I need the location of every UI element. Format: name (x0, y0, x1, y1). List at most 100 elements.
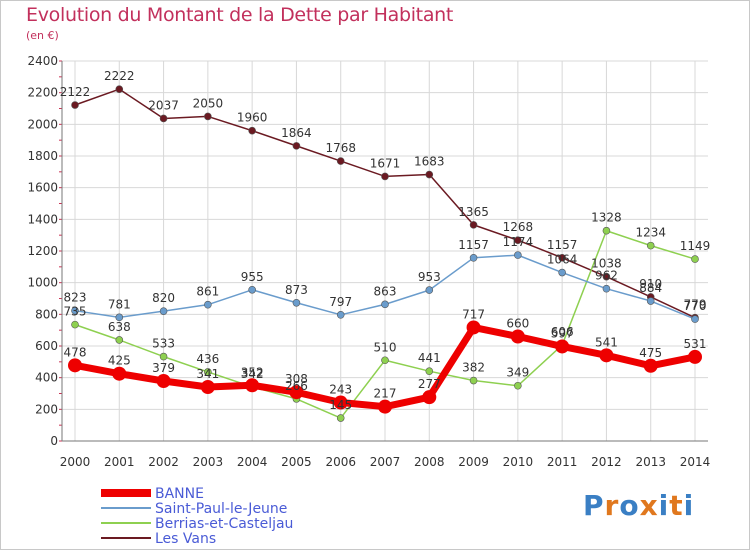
data-label: 962 (595, 269, 618, 283)
data-label: 779 (684, 298, 707, 312)
data-point (159, 352, 168, 361)
data-point (381, 172, 389, 181)
data-point (115, 85, 124, 93)
data-point (336, 414, 345, 422)
data-point (422, 390, 437, 405)
data-label: 341 (196, 367, 219, 381)
data-point (156, 373, 171, 388)
chart-title: Evolution du Montant de la Dette par Hab… (26, 4, 454, 26)
data-point (514, 381, 522, 390)
data-label: 910 (639, 277, 662, 291)
data-label: 342 (241, 367, 264, 381)
data-label: 308 (285, 372, 308, 386)
data-label: 1234 (635, 226, 666, 240)
data-label: 735 (64, 305, 87, 319)
legend-label: Les Vans (155, 531, 216, 547)
data-point (555, 339, 570, 354)
data-label: 1149 (680, 239, 711, 253)
data-point (558, 254, 566, 262)
data-label: 638 (108, 320, 131, 334)
data-point (381, 356, 389, 365)
data-label: 277 (418, 377, 441, 391)
x-tick-label: 2010 (503, 455, 534, 469)
data-point (425, 286, 434, 294)
data-label: 217 (374, 387, 397, 401)
data-point (204, 112, 212, 121)
data-label: 1864 (281, 126, 312, 140)
y-tick-label: 2000 (27, 117, 58, 131)
data-label: 1064 (547, 253, 578, 267)
data-label: 1268 (503, 220, 534, 234)
data-point (514, 251, 522, 259)
data-label: 478 (64, 345, 87, 359)
data-point (469, 254, 478, 262)
y-tick-label: 800 (35, 307, 58, 321)
data-point (115, 313, 124, 322)
y-tick-label: 1000 (27, 276, 58, 290)
data-point (381, 300, 389, 309)
data-point (333, 395, 348, 410)
data-point (292, 298, 301, 307)
legend-label: BANNE (155, 486, 204, 502)
logo-letter: t (669, 489, 684, 522)
data-point (336, 157, 345, 165)
data-point (643, 358, 658, 373)
data-point (510, 329, 525, 344)
data-point (425, 367, 434, 375)
data-label: 243 (329, 383, 352, 397)
data-label: 873 (285, 283, 308, 297)
y-tick-label: 1600 (27, 181, 58, 195)
data-label: 2222 (104, 69, 135, 83)
data-point (466, 320, 481, 335)
legend-label: Saint-Paul-le-Jeune (155, 501, 287, 517)
data-label: 266 (285, 379, 308, 393)
data-label: 606 (551, 325, 574, 339)
data-point (71, 101, 79, 109)
logo-letter: P (583, 489, 605, 522)
data-point (115, 336, 124, 344)
y-tick-label: 2200 (27, 86, 58, 100)
data-label: 541 (595, 335, 618, 349)
data-point (68, 358, 82, 373)
y-tick-label: 1200 (27, 244, 58, 258)
data-point (292, 142, 301, 150)
data-point (159, 307, 168, 315)
data-label: 955 (241, 270, 264, 284)
y-tick-label: 0 (50, 434, 58, 448)
x-tick-label: 2012 (591, 455, 622, 469)
data-label: 797 (329, 295, 352, 309)
data-label: 510 (374, 340, 397, 354)
y-tick-label: 2400 (27, 54, 58, 68)
data-point (469, 376, 478, 385)
data-label: 531 (684, 337, 707, 351)
data-point (602, 272, 611, 281)
data-point (204, 368, 212, 376)
chart-unit: (en €) (26, 29, 59, 42)
data-point (646, 297, 655, 305)
data-point (646, 241, 655, 250)
data-label: 475 (639, 346, 662, 360)
data-label: 2037 (148, 98, 179, 112)
logo-letter: o (619, 489, 640, 522)
x-tick-label: 2002 (148, 455, 179, 469)
data-label: 1671 (370, 156, 401, 170)
data-point (378, 399, 392, 414)
data-label: 145 (329, 398, 352, 412)
y-tick-label: 400 (35, 371, 58, 385)
data-label: 597 (551, 326, 574, 340)
data-point (71, 320, 79, 329)
data-label: 379 (152, 361, 175, 375)
data-label: 441 (418, 351, 441, 365)
logo-letter: i (683, 489, 695, 522)
data-label: 382 (462, 361, 485, 375)
data-point (688, 349, 702, 364)
logo-letter: r (604, 489, 620, 522)
x-tick-label: 2001 (104, 455, 135, 469)
data-label: 1328 (591, 211, 622, 225)
x-tick-label: 2013 (635, 455, 666, 469)
data-point (602, 226, 611, 235)
data-label: 1157 (458, 238, 489, 252)
x-tick-label: 2014 (680, 455, 711, 469)
x-tick-label: 2007 (370, 455, 401, 469)
